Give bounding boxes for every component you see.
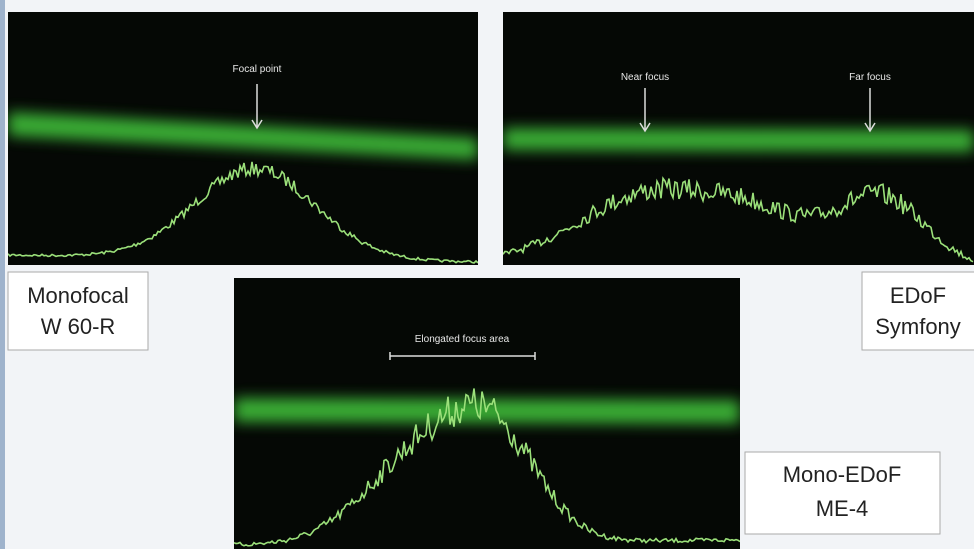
annotation: Near focus <box>621 72 669 83</box>
panel-edof <box>503 12 974 265</box>
annotation: Far focus <box>849 72 891 83</box>
panel-monofocal <box>8 12 478 265</box>
page: Focal point Near focus Far focus Elongat… <box>0 0 974 549</box>
label: Mono-EDoF <box>783 462 902 487</box>
label: W 60-R <box>41 314 116 339</box>
label: Monofocal <box>27 283 129 308</box>
label: EDoF <box>890 283 946 308</box>
annotation: Focal point <box>233 64 282 75</box>
label: Symfony <box>875 314 961 339</box>
label: ME-4 <box>816 496 869 521</box>
beam <box>503 128 974 152</box>
left-edge <box>0 0 5 549</box>
figure: Focal point Near focus Far focus Elongat… <box>0 0 974 549</box>
annotation: Elongated focus area <box>415 334 510 345</box>
panel-mono-edof <box>234 278 740 549</box>
